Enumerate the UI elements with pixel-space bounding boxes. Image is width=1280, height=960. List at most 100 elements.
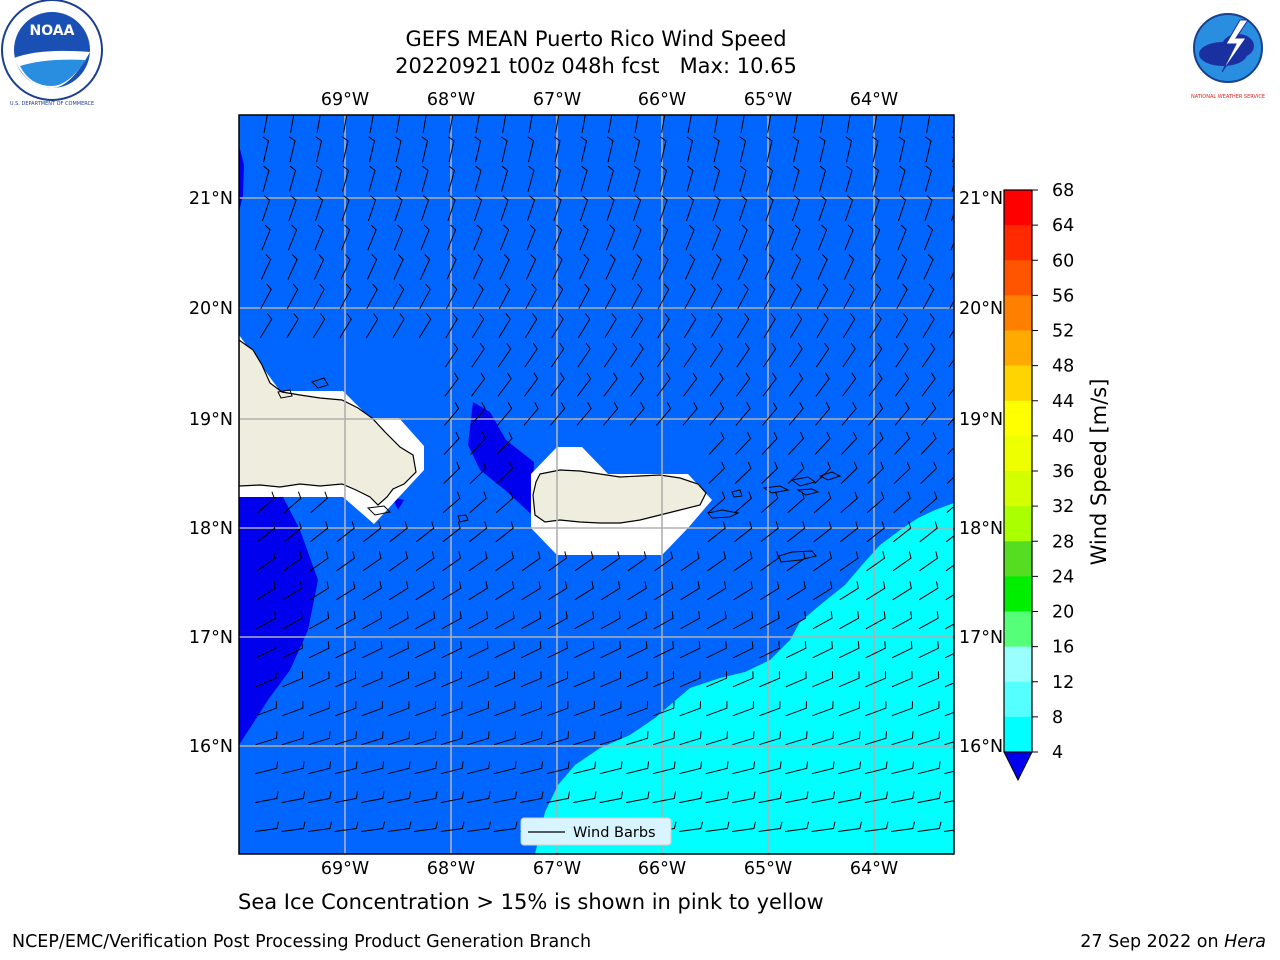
wind-barb	[361, 731, 384, 746]
wind-barb	[819, 165, 827, 192]
wind-barb	[918, 581, 939, 601]
wind-barb	[608, 115, 613, 133]
calm-zone-west	[239, 495, 318, 745]
wind-barb	[281, 821, 306, 832]
wind-barb	[494, 671, 516, 688]
wind-barb	[340, 254, 351, 280]
wind-barb	[705, 761, 729, 775]
wind-barb	[368, 136, 376, 163]
wind-barb	[711, 254, 722, 280]
wind-barb	[440, 791, 464, 804]
wind-barb	[816, 313, 829, 339]
wind-barb	[467, 821, 491, 832]
colorbar-segment	[1004, 541, 1032, 577]
wind-barb	[467, 671, 489, 688]
wind-barb	[419, 283, 431, 309]
wind-barb	[500, 195, 509, 222]
wind-barb	[369, 115, 374, 133]
wind-barb	[626, 671, 648, 688]
wind-barb	[760, 491, 779, 514]
wind-barb	[339, 283, 352, 309]
wind-barb	[679, 761, 703, 775]
wind-barb	[788, 402, 804, 426]
wind-barb	[680, 581, 700, 601]
wind-barb	[626, 641, 648, 659]
wind-barb	[843, 283, 855, 309]
colorbar-segment	[1004, 646, 1032, 683]
wind-barb	[790, 283, 802, 309]
wind-barb	[494, 701, 516, 717]
wind-barb	[497, 402, 513, 426]
wind-barb	[791, 224, 801, 251]
wind-barb	[891, 791, 915, 804]
wind-barb	[680, 611, 701, 630]
wind-barb	[683, 372, 698, 397]
wind-barb	[652, 791, 676, 804]
wind-barb	[468, 611, 489, 630]
wind-barb	[281, 761, 305, 775]
wind-barb	[387, 791, 411, 804]
wind-barb	[811, 821, 836, 832]
wind-barb	[865, 611, 886, 630]
wind-barb	[282, 581, 303, 601]
wind-barb	[547, 641, 568, 659]
wind-barb	[710, 283, 723, 309]
wind-barb	[471, 372, 486, 397]
wind-barb	[759, 611, 780, 630]
wind-barb	[892, 611, 913, 630]
wind-barb	[389, 521, 408, 543]
island-culebra	[731, 489, 743, 498]
wind-barb	[577, 313, 591, 339]
wind-barb	[658, 254, 669, 280]
wind-barb	[525, 254, 537, 280]
wind-barb	[659, 136, 667, 163]
wind-barb	[442, 551, 462, 572]
wind-barb	[736, 313, 750, 339]
wind-barb	[732, 701, 754, 717]
wind-barb	[873, 115, 878, 133]
wind-barb	[335, 701, 357, 717]
wind-barb	[871, 136, 879, 163]
colorbar-segment	[1004, 400, 1032, 437]
wind-barb	[499, 224, 510, 251]
lon-label-top: 64°W	[850, 90, 898, 110]
wind-barb	[282, 701, 304, 717]
wind-barb	[659, 195, 668, 222]
island-virgin-3	[818, 471, 842, 481]
wind-barb	[653, 641, 674, 659]
colorbar-tick-label: 40	[1052, 427, 1074, 447]
wind-barb	[444, 342, 459, 368]
lat-label-left: 21°N	[189, 189, 233, 209]
colorbar-tick-label: 24	[1052, 567, 1074, 587]
wind-barb	[605, 224, 616, 251]
wind-barb	[891, 821, 915, 832]
wind-barb	[868, 372, 883, 397]
wind-barb	[838, 791, 862, 804]
wind-barb	[870, 224, 881, 251]
wind-barb	[606, 136, 614, 163]
footer-credit: NCEP/EMC/Verification Post Processing Pr…	[12, 932, 592, 952]
wind-barb	[871, 195, 880, 222]
wind-barb	[631, 283, 643, 309]
wind-barb	[288, 195, 297, 222]
wind-barb	[767, 115, 772, 133]
wind-barb	[948, 329, 954, 339]
wind-barb	[552, 224, 563, 251]
wind-barb	[921, 342, 936, 368]
wind-barb	[414, 701, 436, 717]
wind-barb	[600, 671, 622, 688]
wind-barb	[415, 551, 435, 572]
wind-barb	[262, 136, 270, 163]
wind-barb	[282, 671, 304, 688]
colorbar-segment	[1004, 611, 1032, 648]
wind-barb	[918, 671, 940, 688]
wind-barb	[733, 581, 753, 601]
wind-barb	[468, 521, 488, 543]
wind-barb	[787, 491, 805, 514]
wind-barb	[919, 521, 938, 543]
wind-barb	[785, 761, 809, 775]
wind-barb	[739, 136, 747, 163]
wind-barb	[604, 313, 617, 339]
wind-barb	[579, 224, 589, 251]
wind-barb	[917, 821, 942, 832]
